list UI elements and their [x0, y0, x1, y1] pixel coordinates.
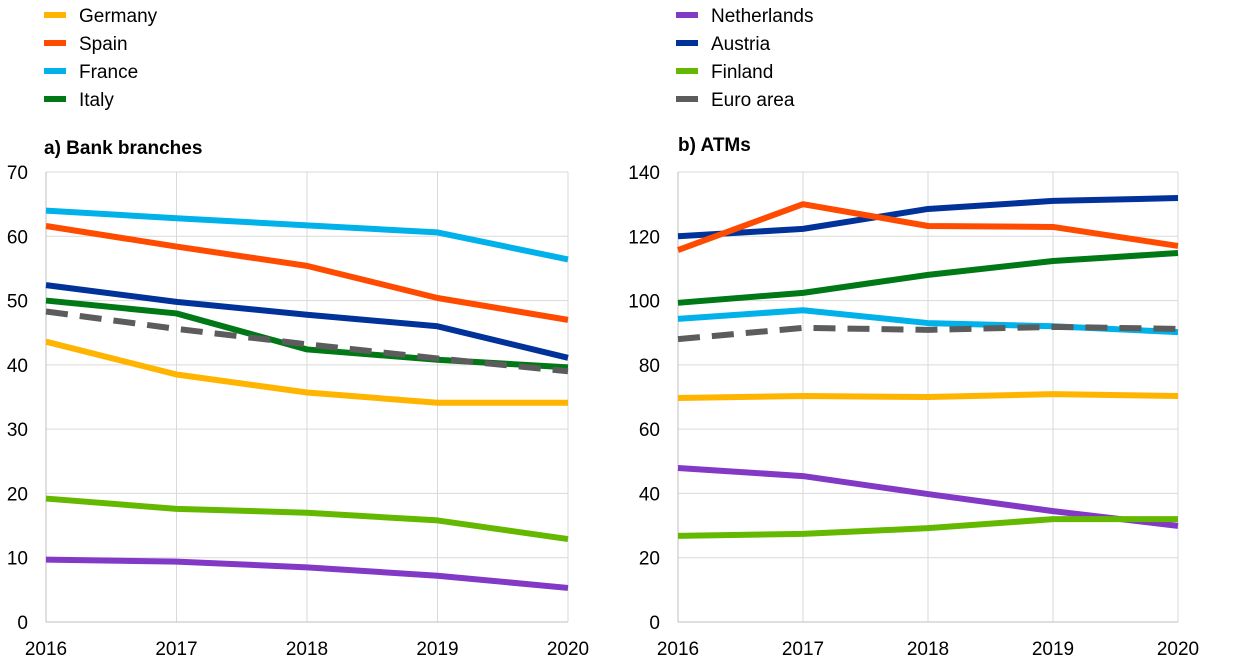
y-tick-label: 40 [639, 484, 660, 505]
series-line-france [45, 207, 569, 263]
series-line-spain [676, 201, 1179, 253]
x-tick-label: 2017 [782, 639, 824, 660]
legend-label: Spain [79, 34, 128, 55]
y-tick-label: 70 [7, 163, 28, 184]
legend-label: France [79, 62, 138, 83]
y-tick-label: 30 [7, 420, 28, 441]
series-line-italy [677, 250, 1179, 306]
series-line-netherlands [45, 556, 569, 591]
legend-label: Netherlands [711, 6, 813, 27]
legend-label: Austria [711, 34, 771, 55]
y-tick-label: 20 [7, 484, 28, 505]
y-tick-label: 120 [628, 227, 660, 248]
y-tick-label: 40 [7, 356, 28, 377]
y-tick-label: 20 [639, 549, 660, 570]
y-tick-label: 60 [639, 420, 660, 441]
panel-title: b) ATMs [678, 135, 751, 156]
series-line-netherlands [677, 465, 1179, 529]
series-line-euro-area [677, 323, 1179, 343]
y-tick-label: 60 [7, 227, 28, 248]
y-tick-label: 0 [17, 613, 28, 634]
series-line-germany [677, 391, 1179, 401]
x-tick-label: 2019 [416, 639, 458, 660]
legend-label: Italy [79, 90, 114, 111]
y-tick-label: 100 [628, 292, 660, 313]
x-tick-label: 2020 [547, 639, 589, 660]
x-tick-label: 2020 [1157, 639, 1199, 660]
legend-label: Finland [711, 62, 773, 83]
series-line-finland [677, 516, 1178, 539]
series-line-italy [45, 297, 569, 371]
y-tick-label: 0 [649, 613, 660, 634]
x-tick-label: 2018 [907, 639, 949, 660]
legend-label: Germany [79, 6, 158, 27]
legend-label: Euro area [711, 90, 795, 111]
x-tick-label: 2017 [155, 639, 197, 660]
series-line-finland [45, 495, 569, 543]
x-tick-label: 2016 [657, 639, 699, 660]
series-line-austria [677, 195, 1179, 240]
y-tick-label: 140 [628, 163, 660, 184]
x-tick-label: 2019 [1032, 639, 1074, 660]
y-tick-label: 10 [7, 549, 28, 570]
x-tick-label: 2018 [286, 639, 328, 660]
series-line-austria [45, 282, 569, 361]
y-tick-label: 80 [639, 356, 660, 377]
series-line-germany [45, 338, 568, 406]
y-tick-label: 50 [7, 292, 28, 313]
series-line-euro-area [45, 308, 569, 375]
panel-title: a) Bank branches [44, 138, 202, 159]
series-line-spain [45, 223, 569, 323]
x-tick-label: 2016 [25, 639, 67, 660]
